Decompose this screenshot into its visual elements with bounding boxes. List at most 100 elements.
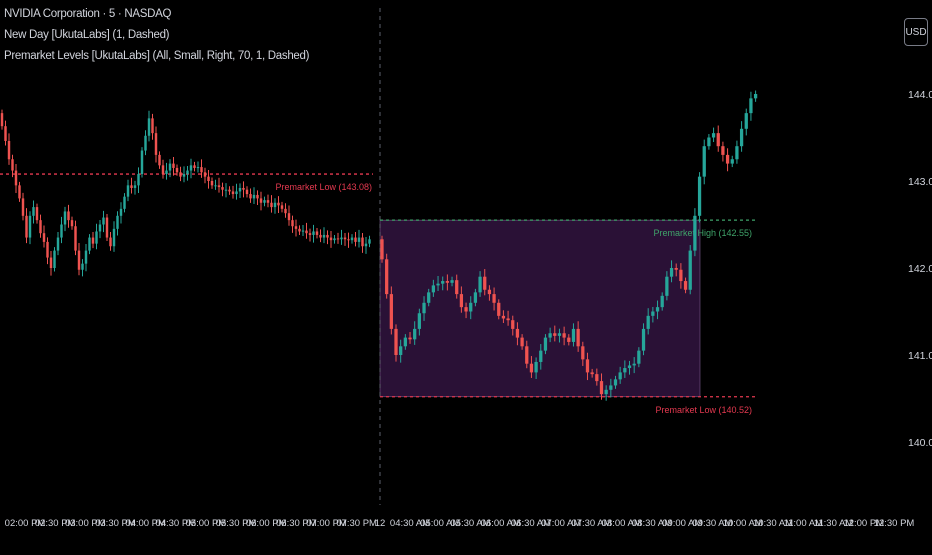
candle-body (291, 220, 294, 227)
candle-body (77, 250, 81, 270)
candle-body (506, 318, 510, 321)
candle-body (39, 220, 42, 234)
candle-body (105, 217, 109, 238)
chart-legend: NVIDIA Corporation · 5 · NASDAQ New Day … (4, 4, 309, 67)
candle-body (53, 250, 56, 268)
time-tick-label: 04:30 AM (390, 518, 430, 529)
candle-body (368, 239, 371, 244)
candle-body (357, 237, 361, 242)
candle-body (242, 187, 245, 190)
candle-body (277, 202, 280, 206)
candle-body (585, 359, 590, 373)
candle-body (725, 154, 730, 164)
time-tick-label: 12 (375, 518, 386, 529)
time-tick-label: 09:00 AM (662, 518, 702, 529)
time-tick-label: 06:00 PM (246, 518, 287, 529)
currency-button[interactable]: USD (904, 18, 928, 46)
candle-body (350, 237, 354, 241)
candle-body (473, 292, 478, 303)
candle-body (665, 276, 669, 296)
candle-body (343, 237, 347, 240)
candle-body (660, 295, 664, 308)
candle-body (721, 146, 725, 155)
candle-body (609, 385, 613, 390)
premarket-level-label: Premarket High (142.55) (653, 228, 752, 238)
candle-body (245, 189, 249, 195)
candle-body (203, 172, 207, 177)
candle-body (42, 233, 46, 242)
candle-body (252, 194, 256, 199)
candle-body (464, 307, 468, 312)
candle-body (548, 333, 552, 338)
candle-body (21, 198, 25, 216)
candle-body (534, 361, 538, 373)
price-tick-label: 143.00 (908, 176, 932, 188)
candle-body (119, 208, 123, 216)
candle-body (497, 302, 501, 316)
candle-body (627, 365, 632, 369)
candle-body (224, 189, 228, 191)
time-tick-label: 10:00 AM (723, 518, 763, 529)
candle-body (450, 280, 454, 283)
time-tick-label: 06:00 AM (481, 518, 521, 529)
candle-body (172, 163, 175, 168)
candle-body (231, 191, 235, 195)
candle-body (707, 137, 711, 147)
candle-body (399, 346, 403, 355)
candle-body (109, 237, 112, 247)
candle-body (744, 113, 748, 129)
price-tick-label: 140.00 (908, 437, 932, 449)
candle-body (70, 220, 74, 227)
time-tick-label: 12:00 PM (843, 518, 884, 529)
time-tick-label: 02:00 PM (5, 518, 46, 529)
candle-body (116, 215, 119, 229)
time-tick-label: 07:30 PM (336, 518, 377, 529)
candle-body (25, 215, 28, 238)
candle-body (193, 165, 196, 168)
candle-body (130, 185, 133, 188)
candle-body (280, 205, 284, 209)
candle-body (613, 379, 618, 386)
candle-body (469, 302, 473, 312)
indicator-premarket-levels[interactable]: Premarket Levels [UkutaLabs] (All, Small… (4, 50, 310, 62)
candle-body (182, 174, 186, 177)
candle-body (576, 328, 580, 347)
time-tick-label: 08:00 AM (602, 518, 642, 529)
candle-body (322, 234, 326, 238)
candle-body (154, 133, 158, 155)
candle-body (329, 237, 333, 241)
candle-body (95, 231, 98, 244)
candle-body (284, 208, 287, 214)
candle-body (301, 230, 305, 232)
candle-body (403, 337, 407, 347)
candle-body (315, 231, 319, 235)
candle-body (599, 381, 604, 395)
candle-body (364, 243, 368, 247)
candle-body (459, 294, 464, 308)
symbol-title[interactable]: NVIDIA Corporation · 5 · NASDAQ (4, 8, 172, 20)
candle-body (753, 94, 758, 99)
candle-body (436, 283, 440, 286)
candle-body (408, 337, 412, 340)
candle-body (147, 118, 151, 136)
candle-body (235, 191, 238, 195)
candle-body (455, 280, 459, 295)
candle-body (693, 215, 697, 251)
candle-body (81, 263, 84, 270)
candle-body (539, 350, 543, 362)
candle-body (389, 294, 393, 329)
candle-body (0, 113, 4, 127)
candle-body (557, 333, 562, 336)
candle-body (32, 207, 35, 216)
indicator-new-day[interactable]: New Day [UkutaLabs] (1, Dashed) (4, 29, 170, 41)
price-tick-label: 142.00 (908, 263, 932, 275)
candle-body (669, 268, 674, 277)
premarket-range-box (379, 219, 701, 398)
candle-body (445, 281, 450, 283)
candle-body (478, 276, 482, 293)
candle-body (590, 372, 594, 375)
candle-body (312, 231, 315, 235)
candle-body (361, 237, 364, 247)
